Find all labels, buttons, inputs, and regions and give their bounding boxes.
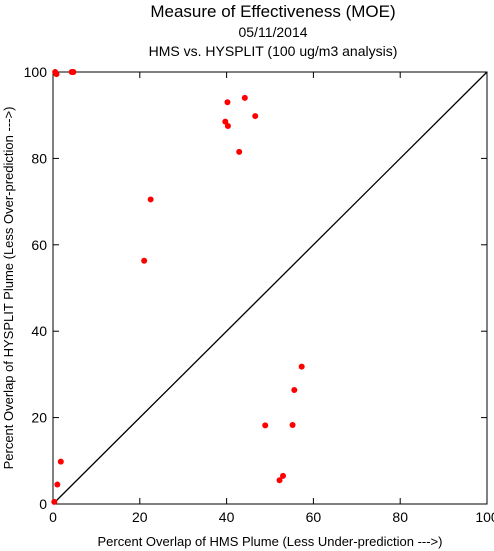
data-point	[241, 94, 248, 101]
data-point	[252, 113, 259, 120]
data-point	[53, 71, 60, 78]
data-point	[291, 386, 298, 393]
data-point	[262, 422, 269, 429]
data-point	[298, 363, 305, 370]
x-axis-label: Percent Overlap of HMS Plume (Less Under…	[98, 534, 443, 549]
y-axis-ticks: 0 20 40 60 80 100	[24, 64, 487, 512]
y-tick-label: 20	[31, 410, 47, 426]
data-point	[51, 498, 58, 505]
data-point	[280, 472, 287, 479]
x-axis-ticks: 0 20 40 60 80 100	[49, 72, 494, 525]
data-point	[57, 458, 64, 465]
x-tick-label: 100	[475, 509, 494, 525]
x-tick-label: 40	[219, 509, 235, 525]
x-tick-label: 60	[306, 509, 322, 525]
x-tick-label: 80	[392, 509, 408, 525]
x-tick-label: 0	[49, 509, 57, 525]
y-axis-label: Percent Overlap of HYSPLIT Plume (Less O…	[1, 107, 16, 470]
y-tick-label: 100	[24, 64, 48, 80]
x-tick-label: 20	[132, 509, 148, 525]
data-point	[276, 477, 283, 484]
chart-title: Measure of Effectiveness (MOE)	[150, 2, 395, 21]
data-point	[236, 148, 243, 155]
one-to-one-reference-line	[52, 71, 488, 505]
data-point	[141, 257, 148, 264]
data-point	[289, 421, 296, 428]
plot-frame	[52, 71, 488, 505]
data-point	[147, 196, 154, 203]
y-tick-label: 80	[31, 150, 47, 166]
data-point	[224, 99, 231, 106]
y-tick-label: 0	[39, 496, 47, 512]
y-tick-label: 40	[31, 323, 47, 339]
data-point	[224, 123, 231, 129]
data-point	[54, 481, 61, 488]
data-points	[51, 69, 305, 505]
data-point	[222, 118, 229, 125]
chart-subtitle-date: 05/11/2014	[238, 24, 307, 40]
data-point	[70, 69, 77, 75]
y-tick-label: 60	[31, 237, 47, 253]
chart-subtitle-analysis: HMS vs. HYSPLIT (100 ug/m3 analysis)	[149, 43, 398, 59]
